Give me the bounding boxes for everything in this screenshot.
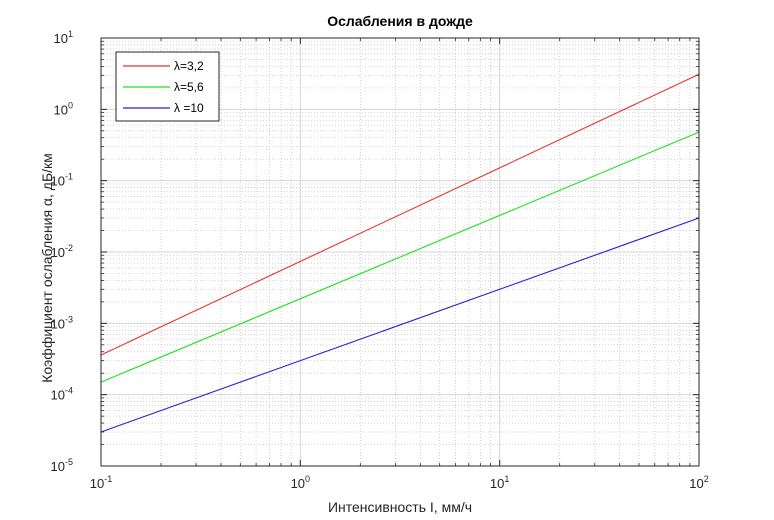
series-layer: [100, 73, 700, 433]
y-tick-label: 100: [54, 100, 73, 117]
minor-grid: [101, 38, 699, 466]
legend-label: λ =10: [174, 101, 204, 115]
y-tick-label: 101: [54, 29, 73, 46]
legend-label: λ=5,6: [174, 80, 204, 94]
legend: λ=3,2 λ=5,6 λ =10: [115, 51, 220, 122]
x-tick-label: 10-1: [90, 474, 112, 491]
x-tick-label: 101: [490, 474, 509, 491]
x-tick-labels: 10-1 100 101 102: [90, 474, 709, 491]
series-line-2: [100, 131, 700, 383]
y-tick-label: 10-2: [51, 243, 73, 260]
series-line-3: [100, 217, 700, 433]
y-axis-label: Коэффициент ослабления α, дБ/км: [39, 153, 55, 383]
series-line-1: [100, 73, 700, 356]
x-tick-label: 102: [689, 474, 708, 491]
x-axis-label: Интенсивность I, мм/ч: [328, 499, 472, 515]
chart-title: Ослабления в дожде: [327, 13, 473, 29]
y-tick-label: 10-4: [51, 386, 73, 403]
y-tick-label: 10-5: [51, 457, 73, 474]
x-tick-label: 100: [291, 474, 310, 491]
y-tick-label: 10-3: [51, 314, 73, 331]
y-tick-labels: 10-5 10-4 10-3 10-2 10-1 100 101: [51, 29, 73, 474]
legend-label: λ=3,2: [174, 59, 204, 73]
major-grid: [101, 38, 699, 466]
y-tick-label: 10-1: [51, 172, 73, 189]
axis-ticks: [100, 37, 700, 467]
